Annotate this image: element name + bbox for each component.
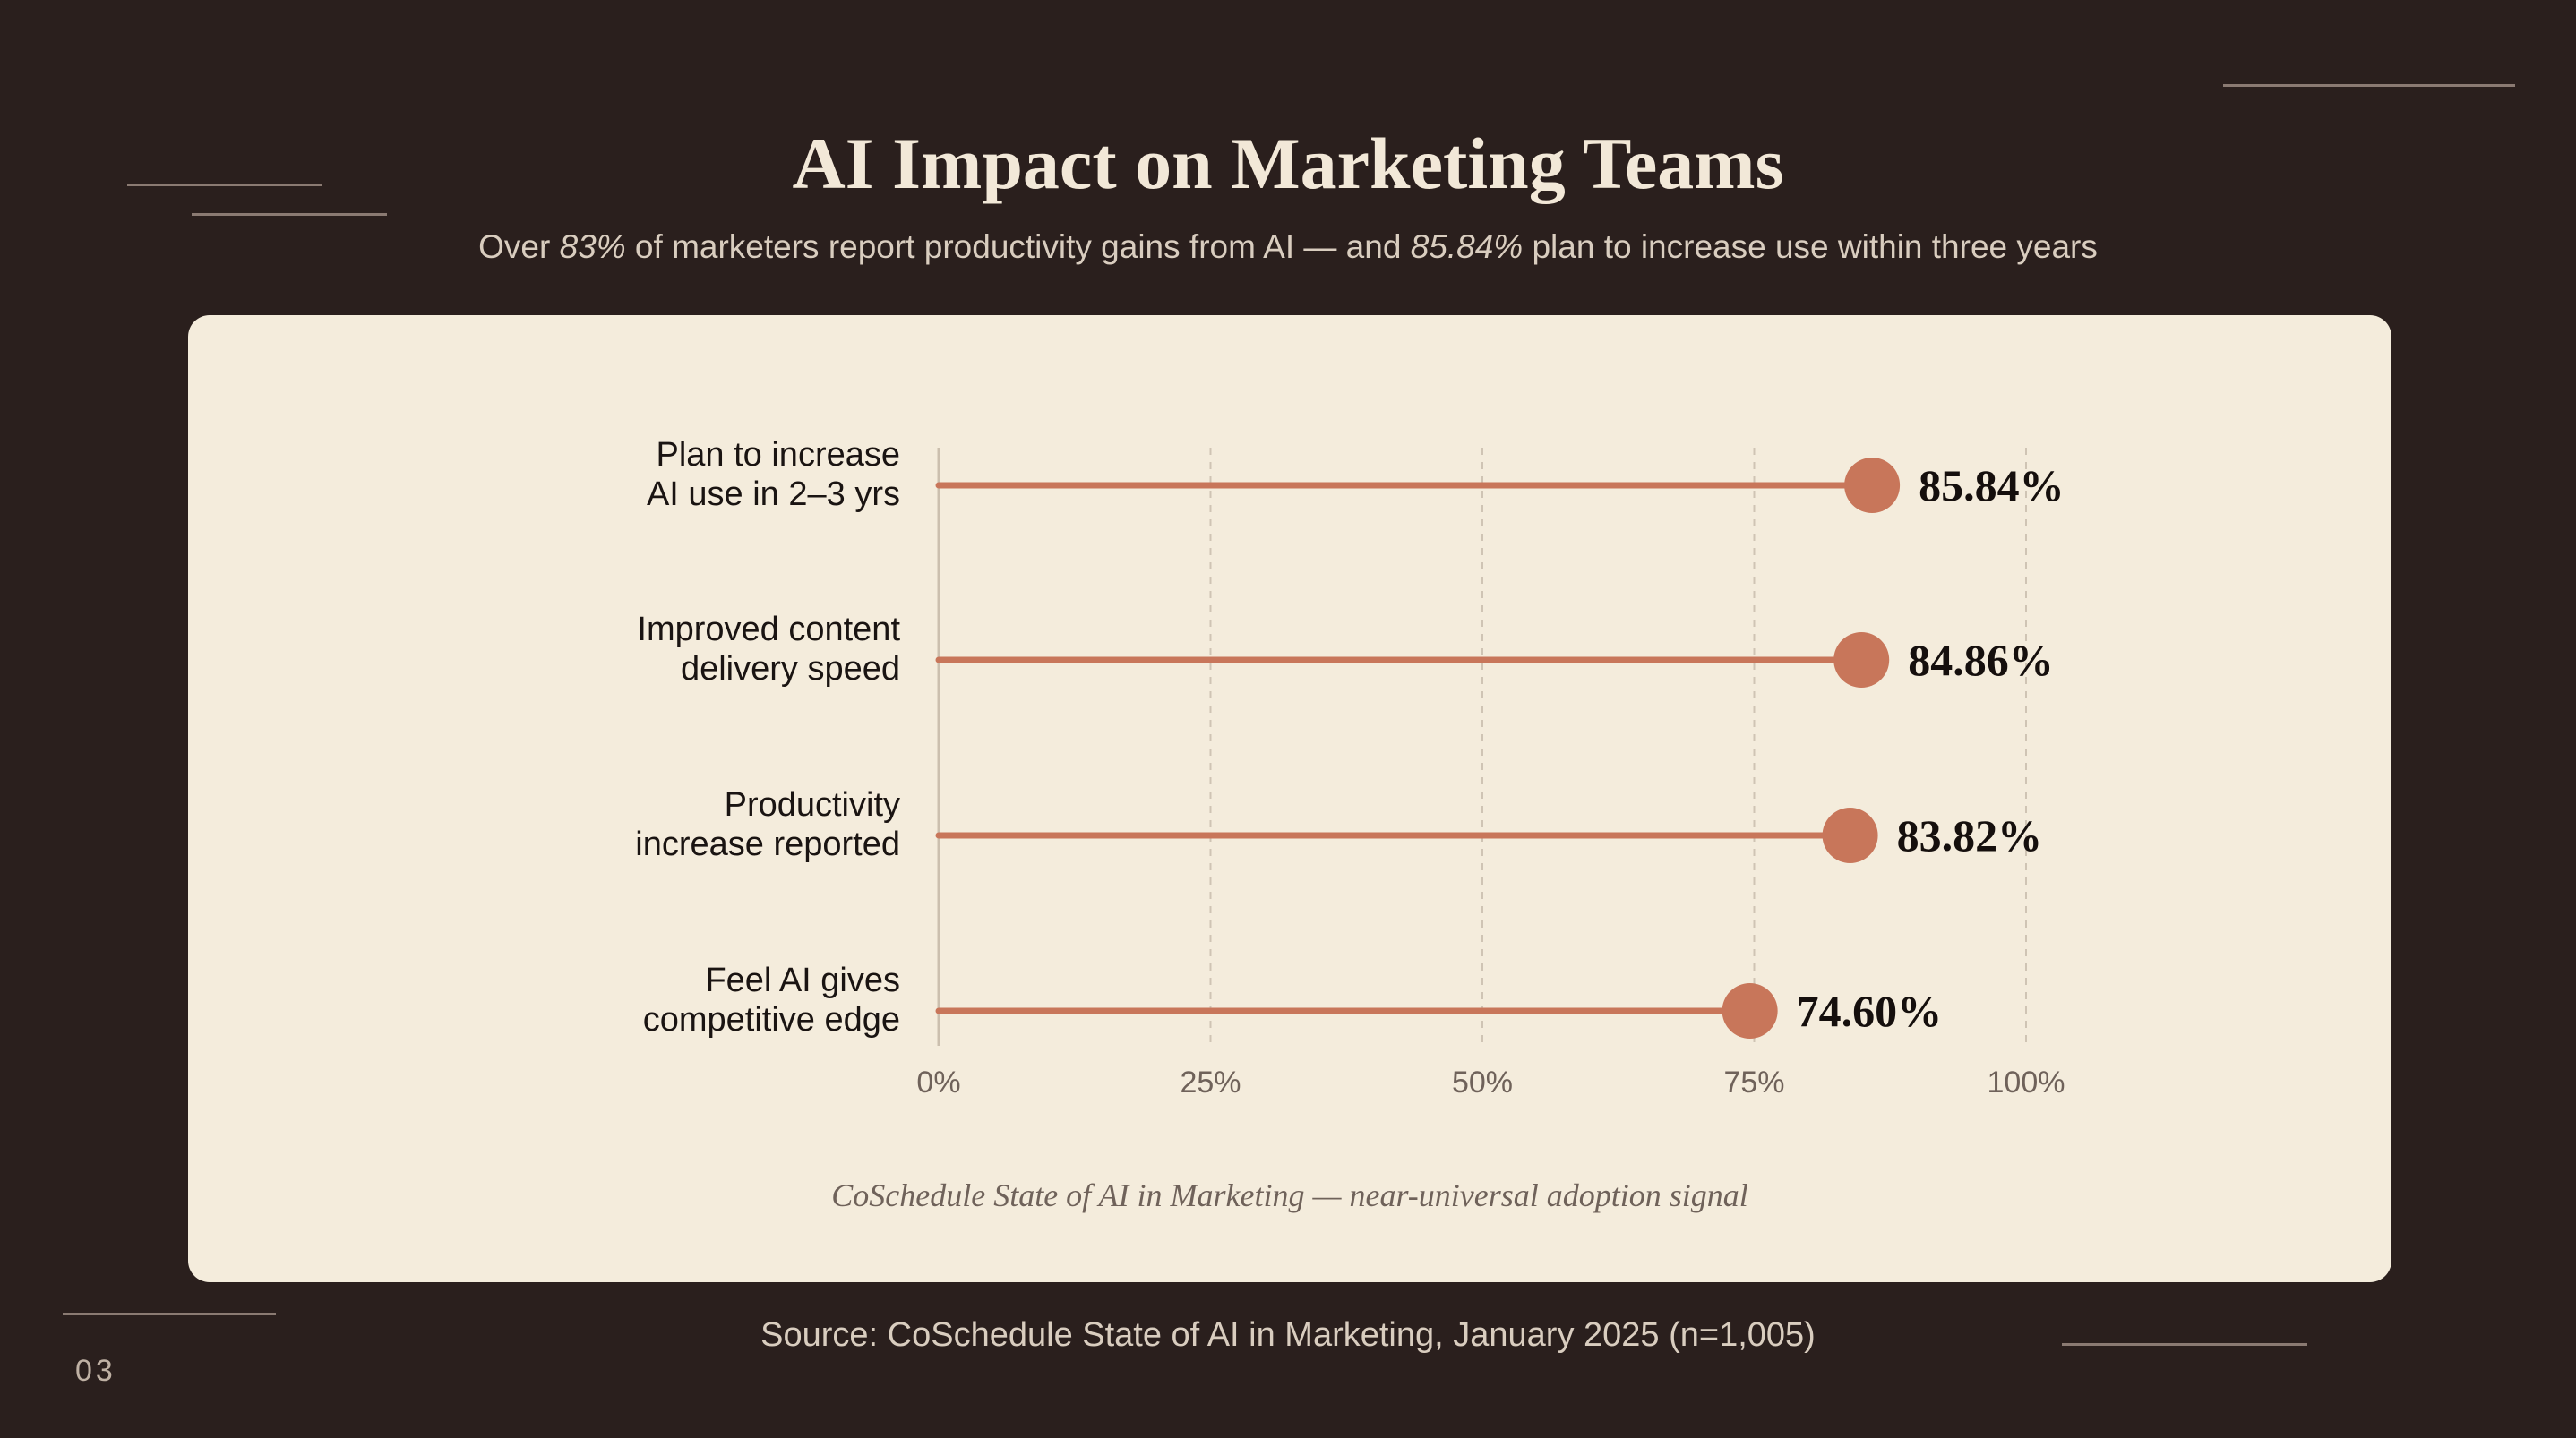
chart-card: 0% 25% 50% 75% 100% 85.84% Plan to increase AI … <box>188 315 2391 1282</box>
decorative-line <box>63 1313 276 1315</box>
category-label-line: increase reported <box>635 826 900 863</box>
decorative-line <box>192 213 387 216</box>
chart-caption: CoSchedule State of AI in Marketing — ne… <box>831 1177 1748 1213</box>
x-tick-label: 75% <box>1723 1066 1784 1100</box>
slide-title: AI Impact on Marketing Teams <box>792 123 1784 204</box>
lollipop-chart: 0% 25% 50% 75% 100% 85.84% Plan to increase AI … <box>635 436 2065 1100</box>
source-note: Source: CoSchedule State of AI in Market… <box>760 1316 1816 1354</box>
slide-subtitle: Over 83% of marketers report productivit… <box>0 227 2576 267</box>
lollipop-dot <box>1722 983 1778 1039</box>
category-label: Plan to increase AI use in 2–3 yrs <box>647 436 900 513</box>
decorative-line <box>2223 84 2515 87</box>
category-label: Productivity increase reported <box>635 786 900 863</box>
x-tick-label: 0% <box>916 1066 960 1100</box>
decorative-line <box>127 184 322 186</box>
lollipop-dot <box>1833 632 1890 688</box>
value-label: 85.84% <box>1919 460 2065 510</box>
chart-labels: 0% 25% 50% 75% 100% 85.84% Plan to increase AI … <box>635 436 2065 1100</box>
subtitle-text: Over <box>478 228 560 265</box>
page-number: 03 <box>75 1354 116 1388</box>
lollipop-dot <box>1822 808 1878 863</box>
x-tick-label: 100% <box>1988 1066 2065 1100</box>
category-label: Improved content delivery speed <box>637 611 900 688</box>
subtitle-text: of marketers report productivity gains f… <box>625 228 1411 265</box>
x-tick-label: 25% <box>1180 1066 1241 1100</box>
value-label: 84.86% <box>1908 635 2054 685</box>
category-label-line: delivery speed <box>681 650 900 688</box>
subtitle-highlight: 85.84% <box>1410 228 1524 265</box>
chart-grid <box>1209 448 2027 1046</box>
category-label-line: Improved content <box>637 611 900 648</box>
decorative-line <box>2062 1343 2307 1346</box>
category-label-line: competitive edge <box>643 1001 900 1039</box>
category-label-line: Plan to increase <box>657 436 901 474</box>
category-label: Feel AI gives competitive edge <box>643 962 900 1039</box>
category-label-line: AI use in 2–3 yrs <box>647 475 900 513</box>
x-tick-label: 50% <box>1452 1066 1513 1100</box>
chart-marks <box>935 458 1901 1039</box>
subtitle-text: plan to increase use within three years <box>1523 228 2098 265</box>
category-label-line: Productivity <box>725 786 900 824</box>
subtitle-highlight: 83% <box>559 228 626 265</box>
lollipop-dot <box>1844 458 1901 513</box>
category-label-line: Feel AI gives <box>705 962 900 999</box>
value-label: 83.82% <box>1897 810 2043 860</box>
value-label: 74.60% <box>1797 986 1943 1036</box>
